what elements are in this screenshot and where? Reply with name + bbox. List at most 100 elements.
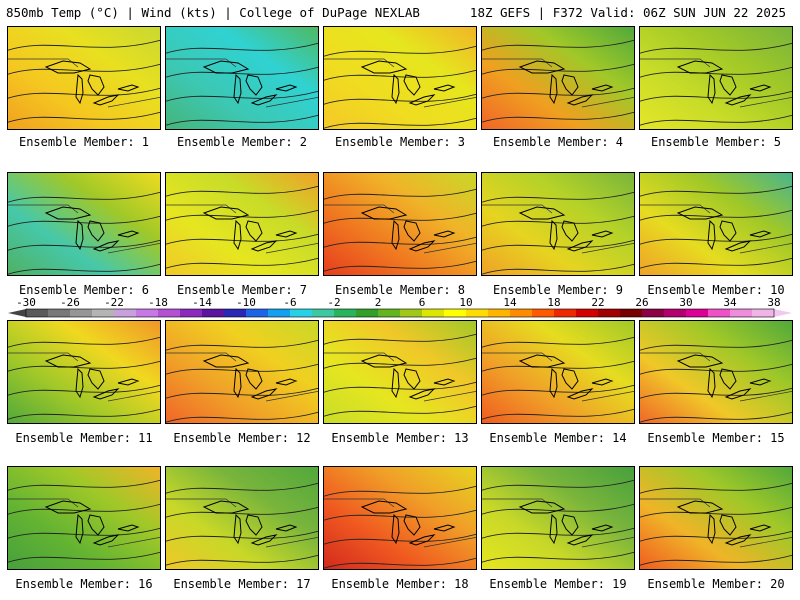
great-lake-outline — [749, 84, 772, 92]
temperature-field — [166, 321, 318, 423]
contour-line — [8, 111, 160, 123]
ensemble-member-map — [165, 26, 319, 130]
colorbar-swatch — [444, 309, 467, 317]
contour-line — [166, 363, 318, 375]
great-lake-outline — [724, 534, 752, 546]
temperature-shading — [640, 467, 792, 569]
great-lake-outline — [549, 219, 558, 251]
great-lake-outline — [724, 388, 752, 400]
contour-line — [8, 408, 160, 420]
temperature-field — [640, 321, 792, 423]
contour-line — [482, 551, 634, 563]
temperature-shading — [166, 173, 318, 275]
great-lake-outline — [518, 60, 566, 74]
temperature-field — [166, 27, 318, 129]
contour-line — [482, 263, 634, 275]
member-label: Ensemble Member: 19 — [489, 577, 627, 591]
contour-line — [324, 357, 476, 369]
great-lake-outline — [233, 219, 242, 251]
great-lake-outline — [676, 500, 724, 514]
temperature-shading — [8, 27, 160, 129]
member-label: Ensemble Member: 11 — [15, 431, 153, 445]
temperature-field — [640, 173, 792, 275]
great-lake-outline — [117, 230, 140, 238]
great-lake-outline — [707, 367, 716, 399]
member-label: Ensemble Member: 5 — [650, 135, 782, 149]
great-lake-outline — [75, 73, 84, 105]
ensemble-member-map — [165, 320, 319, 424]
contour-line — [166, 554, 318, 566]
temperature-field — [482, 467, 634, 569]
great-lake-outline — [719, 368, 737, 390]
colorbar-swatch — [708, 309, 731, 317]
state-border — [482, 352, 634, 402]
contour-line — [640, 363, 792, 375]
temperature-shading — [324, 27, 476, 129]
colorbar-swatch — [620, 309, 643, 317]
colorbar-tick-label: 10 — [459, 296, 473, 309]
great-lake-outline — [591, 378, 614, 386]
member-label: Ensemble Member: 7 — [176, 283, 308, 297]
great-lake-outline — [591, 230, 614, 238]
contour-line — [482, 408, 634, 420]
temperature-field — [640, 27, 792, 129]
great-lake-outline — [360, 206, 408, 220]
colorbar-swatch — [752, 309, 775, 317]
colorbar-tick-label: 14 — [503, 296, 517, 309]
ensemble-member-map — [323, 172, 477, 276]
great-lake-outline — [117, 84, 140, 92]
colorbar-swatch — [268, 309, 291, 317]
temperature-field — [166, 467, 318, 569]
contour-line — [324, 45, 476, 57]
member-label: Ensemble Member: 3 — [334, 135, 466, 149]
great-lake-outline — [87, 368, 105, 390]
contour-line — [166, 185, 318, 197]
great-lake-outline — [202, 500, 250, 514]
contour-line — [166, 42, 318, 54]
great-lake-outline — [233, 367, 242, 399]
great-lake-outline — [87, 220, 105, 242]
contour-line — [640, 554, 792, 566]
great-lake-outline — [44, 500, 92, 514]
temperature-field — [324, 173, 476, 275]
member-label: Ensemble Member: 20 — [647, 577, 785, 591]
ensemble-member-map — [7, 320, 161, 424]
temperature-shading — [166, 467, 318, 569]
colorbar-tick-label: 26 — [635, 296, 649, 309]
colorbar-swatch — [488, 309, 511, 317]
colorbar-swatch — [466, 309, 489, 317]
contour-line — [166, 411, 318, 423]
temperature-field — [640, 467, 792, 569]
state-border — [640, 498, 792, 548]
member-label: Ensemble Member: 10 — [647, 283, 785, 297]
ensemble-member-map — [165, 172, 319, 276]
colorbar-swatch — [686, 309, 709, 317]
great-lake-outline — [245, 220, 263, 242]
great-lake-outline — [92, 388, 120, 400]
contour-line — [8, 360, 160, 372]
contour-line — [8, 336, 160, 348]
great-lake-outline — [403, 514, 421, 536]
state-border — [482, 204, 634, 254]
contour-line — [8, 503, 160, 515]
great-lake-outline — [275, 84, 298, 92]
member-label: Ensemble Member: 16 — [15, 577, 153, 591]
contour-line — [482, 479, 634, 491]
contour-line — [482, 63, 634, 75]
ensemble-member-map — [323, 320, 477, 424]
member-label: Ensemble Member: 9 — [492, 283, 624, 297]
temperature-shading — [324, 173, 476, 275]
colorbar-tick-label: -22 — [104, 296, 124, 309]
ensemble-member-map — [481, 466, 635, 570]
great-lake-outline — [245, 368, 263, 390]
member-label: Ensemble Member: 8 — [334, 283, 466, 297]
great-lake-outline — [549, 513, 558, 545]
great-lake-outline — [707, 513, 716, 545]
contour-line — [324, 212, 476, 224]
great-lake-outline — [549, 73, 558, 105]
ensemble-member-map — [7, 466, 161, 570]
colorbar-swatch — [312, 309, 335, 317]
state-border — [324, 58, 476, 108]
ensemble-member-map — [639, 320, 793, 424]
colorbar-swatch — [730, 309, 753, 317]
